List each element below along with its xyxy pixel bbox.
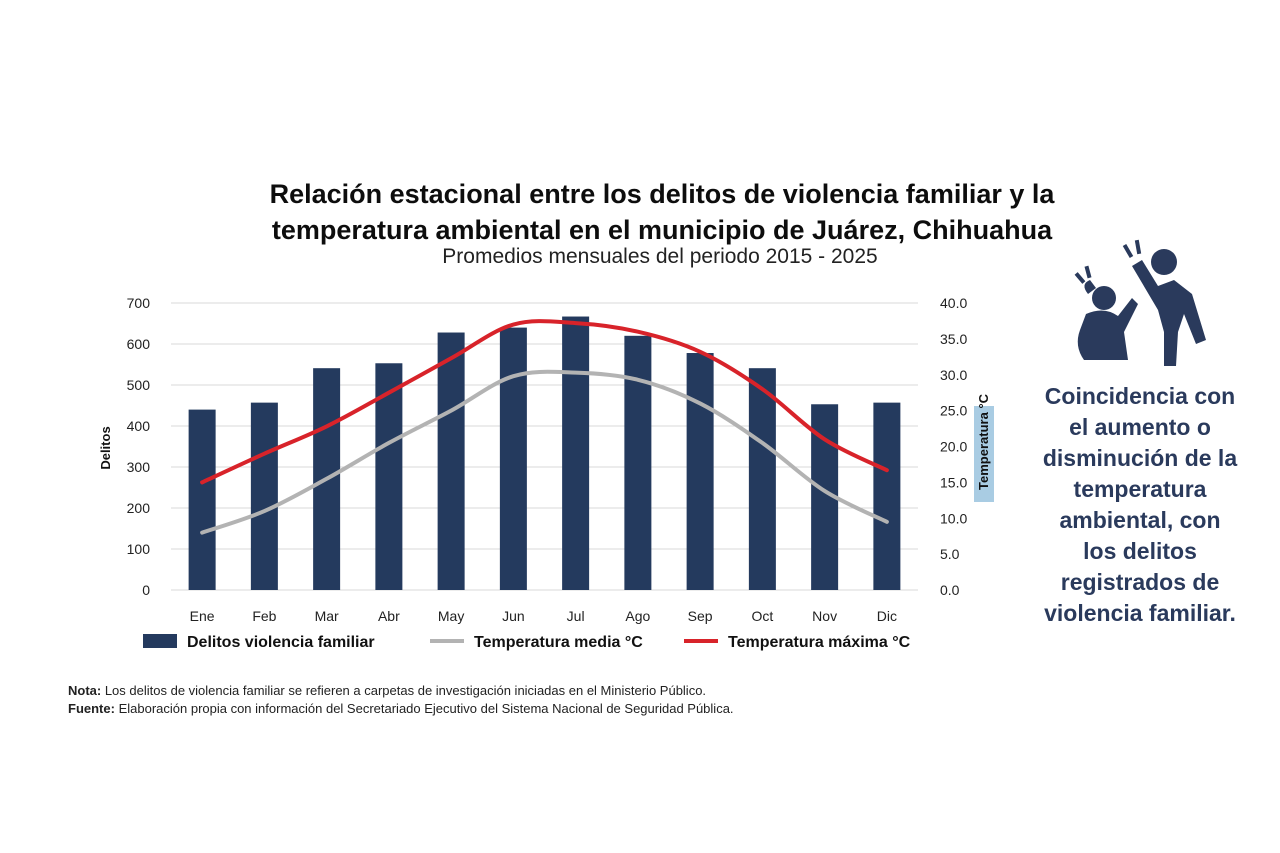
series-point — [699, 351, 701, 353]
x-axis-ticks: Ene Feb Mar Abr May Jun Jul Ago Sep Oct Nov Dic — [190, 608, 897, 624]
y-tick-label: 100 — [127, 541, 151, 557]
x-tick-label: Nov — [812, 608, 837, 624]
series-line — [200, 369, 889, 535]
bar — [686, 353, 714, 590]
bar — [748, 368, 776, 590]
series-point — [637, 331, 639, 333]
series-point — [512, 375, 514, 377]
series-point — [824, 490, 826, 492]
legend-label: Temperatura máxima °C — [728, 634, 911, 651]
bar — [499, 327, 527, 590]
legend-label: Delitos violencia familiar — [187, 634, 375, 651]
series-point — [263, 510, 265, 512]
x-tick-label: May — [438, 608, 464, 624]
line-series — [200, 319, 889, 535]
title-line-1: Relación estacional entre los delitos de… — [269, 179, 1055, 209]
bar — [250, 402, 278, 590]
y2-tick-label: 40.0 — [940, 295, 967, 311]
series-point — [388, 442, 390, 444]
x-tick-label: Jul — [567, 608, 585, 624]
chart-subtitle: Promedios mensuales del periodo 2015 - 2… — [442, 245, 878, 268]
title-line-2: temperatura ambiental en el municipio de… — [271, 215, 1053, 245]
y2-tick-label: 25.0 — [940, 403, 967, 419]
bar — [188, 409, 216, 590]
series-point — [575, 322, 577, 324]
y-tick-label: 300 — [127, 459, 151, 475]
y-tick-label: 200 — [127, 500, 151, 516]
y2-tick-label: 5.0 — [940, 546, 960, 562]
bar — [873, 402, 901, 590]
note-line: Nota: Los delitos de violencia familiar … — [68, 683, 706, 698]
series-point — [326, 478, 328, 480]
y2-tick-label: 0.0 — [940, 582, 960, 598]
series-point — [824, 438, 826, 440]
y2-tick-label: 15.0 — [940, 474, 967, 490]
y2-tick-label: 30.0 — [940, 367, 967, 383]
series-point — [699, 402, 701, 404]
series-point — [201, 481, 203, 483]
series-point — [761, 388, 763, 390]
combo-chart: 0 100 200 300 400 500 600 700 0.0 5.0 10.0 15.0 20.… — [98, 295, 994, 651]
y2-axis-label: Temperatura °C — [976, 393, 991, 490]
series-point — [886, 469, 888, 471]
legend-swatch — [143, 634, 177, 648]
legend: Delitos violencia familiar Temperatura me… — [143, 634, 911, 651]
y-tick-label: 600 — [127, 336, 151, 352]
source-line: Fuente: Elaboración propia con informaci… — [68, 701, 734, 716]
x-tick-label: Feb — [252, 608, 276, 624]
y-tick-label: 400 — [127, 418, 151, 434]
series-point — [886, 521, 888, 523]
bar — [437, 332, 465, 590]
series-point — [450, 357, 452, 359]
x-tick-label: Dic — [877, 608, 897, 624]
bar — [624, 335, 652, 590]
note-text: Los delitos de violencia familiar se ref… — [101, 683, 707, 698]
x-tick-label: Oct — [751, 608, 773, 624]
series-point — [326, 425, 328, 427]
series-point — [575, 372, 577, 374]
x-tick-label: Mar — [315, 608, 339, 624]
bar — [562, 316, 590, 590]
bar — [375, 363, 403, 590]
y2-tick-label: 10.0 — [940, 510, 967, 526]
y-axis-right-ticks: 0.0 5.0 10.0 15.0 20.0 25.0 30.0 35.0 40.0 — [940, 295, 967, 598]
domestic-violence-icon — [1074, 239, 1206, 366]
y2-label-background — [974, 406, 994, 502]
series-point — [201, 532, 203, 534]
y-axis-left-ticks: 0 100 200 300 400 500 600 700 — [127, 295, 151, 598]
gridlines — [171, 302, 918, 591]
source-label: Fuente: — [68, 701, 115, 716]
y-tick-label: 500 — [127, 377, 151, 393]
x-tick-label: Jun — [502, 608, 525, 624]
series-line — [200, 319, 889, 485]
series-point — [388, 392, 390, 394]
y2-tick-label: 20.0 — [940, 439, 967, 455]
chart-title: Relación estacional entre los delitos de… — [200, 176, 1124, 248]
side-panel-text: Coincidencia con el aumento o disminució… — [1042, 383, 1238, 626]
series-point — [450, 410, 452, 412]
series-point — [263, 453, 265, 455]
y-tick-label: 0 — [142, 582, 150, 598]
series-point — [637, 379, 639, 381]
y-axis-label: Delitos — [98, 426, 113, 469]
x-tick-label: Abr — [378, 608, 400, 624]
x-tick-label: Sep — [688, 608, 713, 624]
series-point — [512, 324, 514, 326]
x-tick-label: Ago — [625, 608, 650, 624]
y2-tick-label: 35.0 — [940, 331, 967, 347]
x-tick-label: Ene — [190, 608, 215, 624]
legend-label: Temperatura media °C — [474, 634, 643, 651]
series-point — [761, 442, 763, 444]
note-label: Nota: — [68, 683, 102, 698]
source-text: Elaboración propia con información del S… — [114, 701, 734, 716]
y-tick-label: 700 — [127, 295, 151, 311]
